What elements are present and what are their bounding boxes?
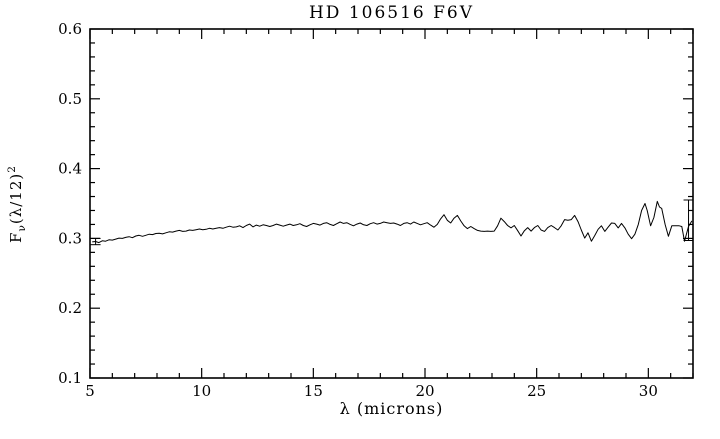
ylabel-subscript: ν [16,224,28,232]
ylabel-mid: (λ/12) [7,172,25,225]
y-tick-label: 0.6 [58,20,82,38]
y-tick-label: 0.4 [58,160,82,178]
x-tick-label: 10 [192,382,211,400]
spectrum-line [92,200,693,244]
y-axis-label: Fν(λ/12)2 [6,116,28,292]
x-tick-label: 15 [304,382,323,400]
y-tick-label: 0.2 [58,299,82,317]
x-tick-label: 30 [639,382,658,400]
ylabel-superscript: 2 [6,165,18,173]
y-tick-label: 0.5 [58,90,82,108]
x-tick-label: 25 [527,382,546,400]
x-tick-label: 20 [415,382,434,400]
x-tick-label: 5 [85,382,95,400]
y-tick-label: 0.1 [58,369,82,387]
chart-title: HD 106516 F6V [308,3,475,23]
ylabel-base: F [7,231,25,243]
x-axis-label: λ (microns) [339,399,444,418]
y-tick-label: 0.3 [58,229,82,247]
axis-frame [89,28,694,379]
